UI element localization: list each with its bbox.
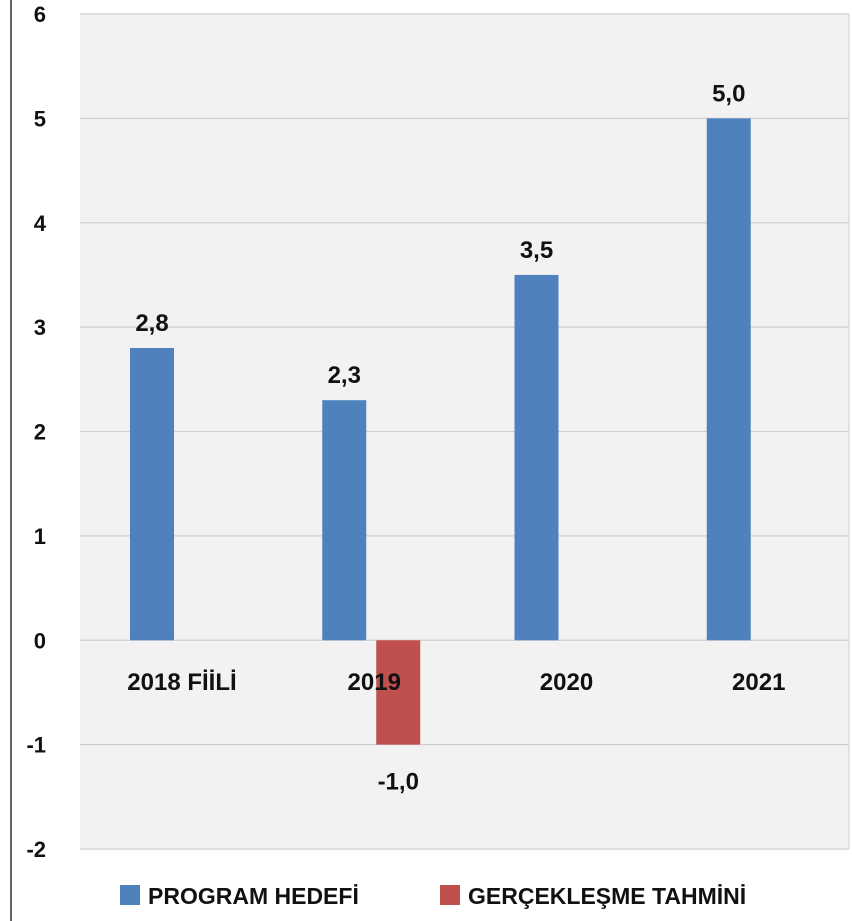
y-tick-label: 0	[34, 628, 46, 653]
y-tick-label: -2	[26, 837, 46, 862]
legend-swatch-gerceklesme-tahmini	[440, 885, 460, 905]
legend-swatch-program-hedefi	[120, 885, 140, 905]
y-tick-label: 1	[34, 524, 46, 549]
y-tick-label: 5	[34, 106, 46, 131]
legend-label: PROGRAM HEDEFİ	[148, 883, 359, 909]
data-label: 2,8	[135, 310, 168, 337]
y-tick-label: 4	[34, 211, 47, 236]
data-label: 3,5	[520, 237, 553, 264]
x-category-label: 2020	[540, 669, 593, 696]
bar-program-hedefi	[130, 348, 174, 641]
bar-program-hedefi	[706, 118, 751, 641]
data-label: -1,0	[378, 769, 419, 796]
x-category-label: 2021	[732, 669, 785, 696]
y-tick-label: 2	[34, 420, 46, 445]
y-tick-label: 6	[34, 2, 46, 27]
data-label: 2,3	[328, 362, 361, 389]
x-category-label: 2018 FİİLİ	[127, 669, 236, 696]
y-tick-label: -1	[26, 733, 46, 758]
bar-gerceklesme-tahmini	[376, 640, 421, 745]
data-label: 5,0	[712, 80, 745, 107]
legend-label: GERÇEKLEŞME TAHMİNİ	[468, 883, 746, 909]
y-tick-label: 3	[34, 315, 46, 340]
bar-program-hedefi	[514, 274, 559, 641]
bar-program-hedefi	[322, 400, 367, 641]
x-category-label: 2019	[348, 669, 401, 696]
